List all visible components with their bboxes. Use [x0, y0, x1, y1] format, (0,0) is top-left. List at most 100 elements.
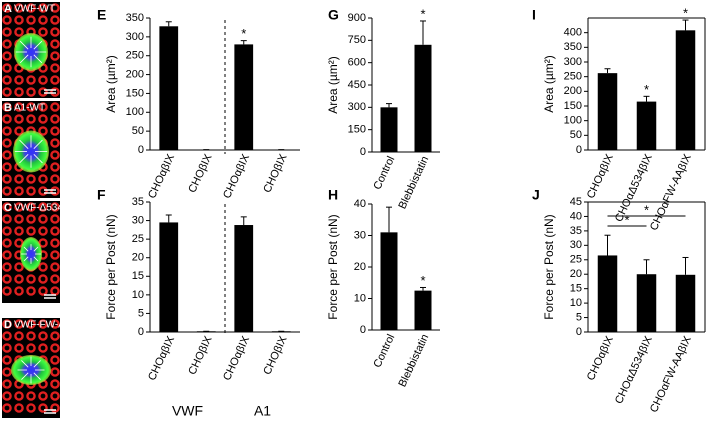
y-axis-label: Force per Post (nN) — [542, 214, 556, 319]
y-tick-label: 35 — [132, 196, 144, 208]
post — [38, 391, 48, 401]
post — [26, 226, 36, 236]
y-axis-label: Area (µm²) — [326, 56, 340, 114]
post — [38, 75, 48, 85]
post — [2, 226, 12, 236]
x-tick-label: CHOαβIX — [221, 152, 252, 201]
y-tick-label: 300 — [126, 31, 144, 43]
post — [50, 27, 60, 37]
y-tick-label: 350 — [126, 12, 144, 24]
y-tick-label: 45 — [570, 196, 582, 208]
post — [38, 274, 48, 284]
post — [26, 331, 36, 341]
bar — [675, 274, 696, 332]
error-bar — [682, 256, 689, 275]
y-tick-label: 0 — [576, 144, 582, 156]
post — [2, 331, 12, 341]
post — [38, 186, 48, 196]
post — [2, 102, 12, 112]
y-tick-label: 400 — [564, 27, 582, 39]
post — [38, 15, 48, 25]
y-tick-label: 300 — [348, 101, 366, 113]
error-bar — [165, 214, 172, 223]
force-arrow — [23, 246, 29, 252]
post — [50, 226, 60, 236]
post — [26, 202, 36, 212]
post — [50, 3, 60, 13]
post — [38, 343, 48, 353]
post — [2, 3, 12, 13]
post — [26, 87, 36, 97]
bar — [234, 44, 254, 150]
post — [14, 3, 24, 13]
post — [2, 343, 12, 353]
post — [50, 403, 60, 413]
significance-marker: * — [683, 5, 688, 20]
force-arrow — [33, 139, 43, 149]
y-tick-label: 350 — [564, 41, 582, 53]
y-tick-label: 25 — [570, 254, 582, 266]
error-bar — [643, 259, 650, 275]
y-tick-label: 30 — [570, 239, 582, 251]
x-tick-label: CHOβIX — [186, 152, 215, 195]
post — [50, 274, 60, 284]
error-bar — [386, 206, 392, 233]
post — [38, 87, 48, 97]
post — [2, 63, 12, 73]
y-tick-label: 200 — [126, 68, 144, 80]
force-arrow — [33, 54, 43, 64]
post — [14, 343, 24, 353]
y-tick-label: 50 — [570, 129, 582, 141]
force-arrow — [19, 139, 29, 149]
post — [2, 186, 12, 196]
error-bar — [165, 21, 172, 27]
y-tick-label: 0 — [360, 146, 366, 158]
bar — [636, 274, 657, 332]
x-tick-label: Blebbistatin — [396, 154, 431, 211]
y-tick-label: 600 — [348, 57, 366, 69]
post — [2, 367, 12, 377]
y-tick-label: 150 — [564, 100, 582, 112]
post — [38, 174, 48, 184]
post — [2, 138, 12, 148]
post — [26, 102, 36, 112]
cell — [11, 355, 51, 385]
post — [2, 15, 12, 25]
force-arrow — [33, 154, 43, 164]
y-tick-label: 5 — [576, 311, 582, 323]
post — [50, 355, 60, 365]
post — [2, 262, 12, 272]
x-tick-label: CHOαβIX — [146, 334, 177, 383]
bar — [597, 255, 618, 332]
y-tick-label: 750 — [348, 34, 366, 46]
post — [50, 162, 60, 172]
error-bar — [420, 286, 426, 291]
y-tick-label: 10 — [354, 292, 366, 304]
significance-marker: * — [420, 6, 425, 21]
post — [50, 331, 60, 341]
bar — [159, 26, 179, 150]
force-arrow — [21, 372, 29, 380]
x-tick-label: CHOαΔ534βIX — [613, 334, 655, 406]
post — [2, 75, 12, 85]
post — [14, 102, 24, 112]
significance-marker: * — [644, 202, 649, 217]
y-tick-label: 20 — [132, 252, 144, 264]
post — [26, 274, 36, 284]
post — [14, 214, 24, 224]
panel-letter: F — [97, 187, 106, 203]
force-arrow — [33, 40, 43, 50]
x-tick-label: Control — [371, 154, 397, 191]
post — [26, 75, 36, 85]
post — [50, 250, 60, 260]
post — [14, 186, 24, 196]
post — [50, 75, 60, 85]
y-tick-label: 50 — [132, 125, 144, 137]
y-tick-label: 250 — [126, 50, 144, 62]
post — [14, 27, 24, 37]
post — [26, 343, 36, 353]
post — [14, 403, 24, 413]
bar — [380, 232, 398, 330]
post — [38, 403, 48, 413]
